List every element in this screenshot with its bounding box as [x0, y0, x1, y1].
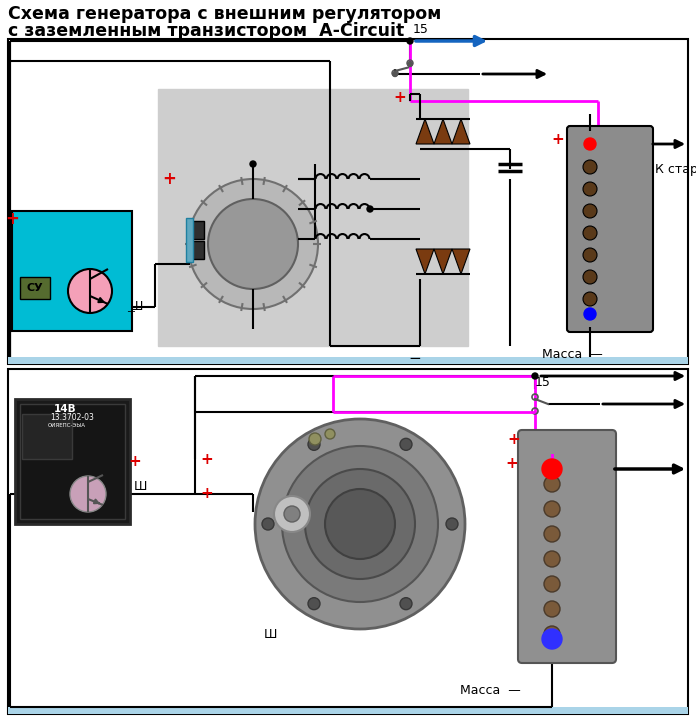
- Circle shape: [70, 476, 106, 512]
- Text: 15: 15: [535, 376, 551, 389]
- Circle shape: [583, 182, 597, 196]
- Polygon shape: [452, 249, 470, 274]
- Polygon shape: [434, 249, 452, 274]
- Text: +: +: [505, 457, 519, 472]
- Text: с заземленным транзистором  A-Circuit: с заземленным транзистором A-Circuit: [8, 22, 404, 40]
- Circle shape: [188, 179, 318, 309]
- Text: +: +: [552, 132, 564, 147]
- Circle shape: [208, 199, 298, 289]
- Polygon shape: [452, 119, 470, 144]
- Text: Ш: Ш: [129, 301, 143, 313]
- Circle shape: [284, 506, 300, 522]
- Circle shape: [305, 469, 415, 579]
- Bar: [190, 221, 204, 239]
- Text: ОИЯЕПС-ЭЫА: ОИЯЕПС-ЭЫА: [48, 423, 86, 428]
- FancyBboxPatch shape: [567, 126, 653, 332]
- Circle shape: [255, 419, 465, 629]
- Text: +: +: [394, 89, 406, 104]
- Text: К стартеру: К стартеру: [655, 162, 696, 175]
- Circle shape: [542, 459, 562, 479]
- Circle shape: [407, 62, 413, 66]
- Text: Ш: Ш: [263, 628, 277, 641]
- Text: +: +: [200, 487, 213, 501]
- Text: 14В: 14В: [54, 404, 77, 414]
- Circle shape: [544, 576, 560, 592]
- Circle shape: [583, 248, 597, 262]
- Bar: [158, 89, 468, 346]
- Circle shape: [584, 138, 596, 150]
- Circle shape: [262, 518, 274, 530]
- FancyBboxPatch shape: [518, 430, 616, 663]
- Circle shape: [274, 496, 310, 532]
- Text: +: +: [5, 210, 19, 228]
- Circle shape: [250, 161, 256, 167]
- Circle shape: [583, 292, 597, 306]
- Circle shape: [367, 206, 373, 212]
- Bar: [8, 707, 688, 714]
- Text: Масса  —: Масса —: [542, 348, 603, 361]
- Circle shape: [309, 433, 321, 445]
- Bar: [186, 218, 193, 262]
- Text: +: +: [129, 454, 141, 470]
- Text: Масса  —: Масса —: [460, 684, 521, 697]
- Circle shape: [584, 308, 596, 320]
- Polygon shape: [416, 249, 434, 274]
- Bar: [12, 211, 132, 331]
- Bar: [15, 399, 130, 524]
- Bar: [8, 369, 688, 714]
- Circle shape: [583, 226, 597, 240]
- Circle shape: [407, 38, 413, 44]
- Circle shape: [544, 526, 560, 542]
- Circle shape: [544, 501, 560, 517]
- Bar: [532, 432, 602, 454]
- Circle shape: [400, 597, 412, 610]
- Polygon shape: [434, 119, 452, 144]
- Text: +: +: [200, 452, 213, 467]
- Polygon shape: [416, 119, 434, 144]
- Circle shape: [532, 373, 538, 379]
- Text: СУ: СУ: [26, 283, 43, 293]
- Circle shape: [544, 626, 560, 642]
- Circle shape: [583, 160, 597, 174]
- Bar: [190, 241, 204, 259]
- Text: +: +: [162, 170, 176, 188]
- Circle shape: [542, 629, 562, 649]
- Text: Схема генератора с внешним регулятором: Схема генератора с внешним регулятором: [8, 5, 441, 23]
- Circle shape: [68, 269, 112, 313]
- Text: 13.3702-03: 13.3702-03: [50, 413, 94, 422]
- Circle shape: [308, 597, 320, 610]
- Circle shape: [544, 601, 560, 617]
- Circle shape: [544, 551, 560, 567]
- Circle shape: [583, 204, 597, 218]
- Bar: [22, 414, 72, 459]
- Text: −: −: [409, 351, 421, 366]
- Circle shape: [583, 270, 597, 284]
- Bar: [20, 404, 125, 519]
- Circle shape: [393, 71, 397, 76]
- Circle shape: [400, 439, 412, 450]
- Bar: [8, 357, 688, 364]
- Circle shape: [544, 476, 560, 492]
- Circle shape: [308, 439, 320, 450]
- Circle shape: [325, 429, 335, 439]
- Circle shape: [446, 518, 458, 530]
- Circle shape: [282, 446, 438, 602]
- Bar: [20, 277, 50, 299]
- Text: 15: 15: [413, 23, 429, 36]
- Bar: [8, 39, 688, 364]
- Text: Ш: Ш: [134, 480, 147, 493]
- Circle shape: [325, 489, 395, 559]
- Text: +: +: [507, 431, 520, 446]
